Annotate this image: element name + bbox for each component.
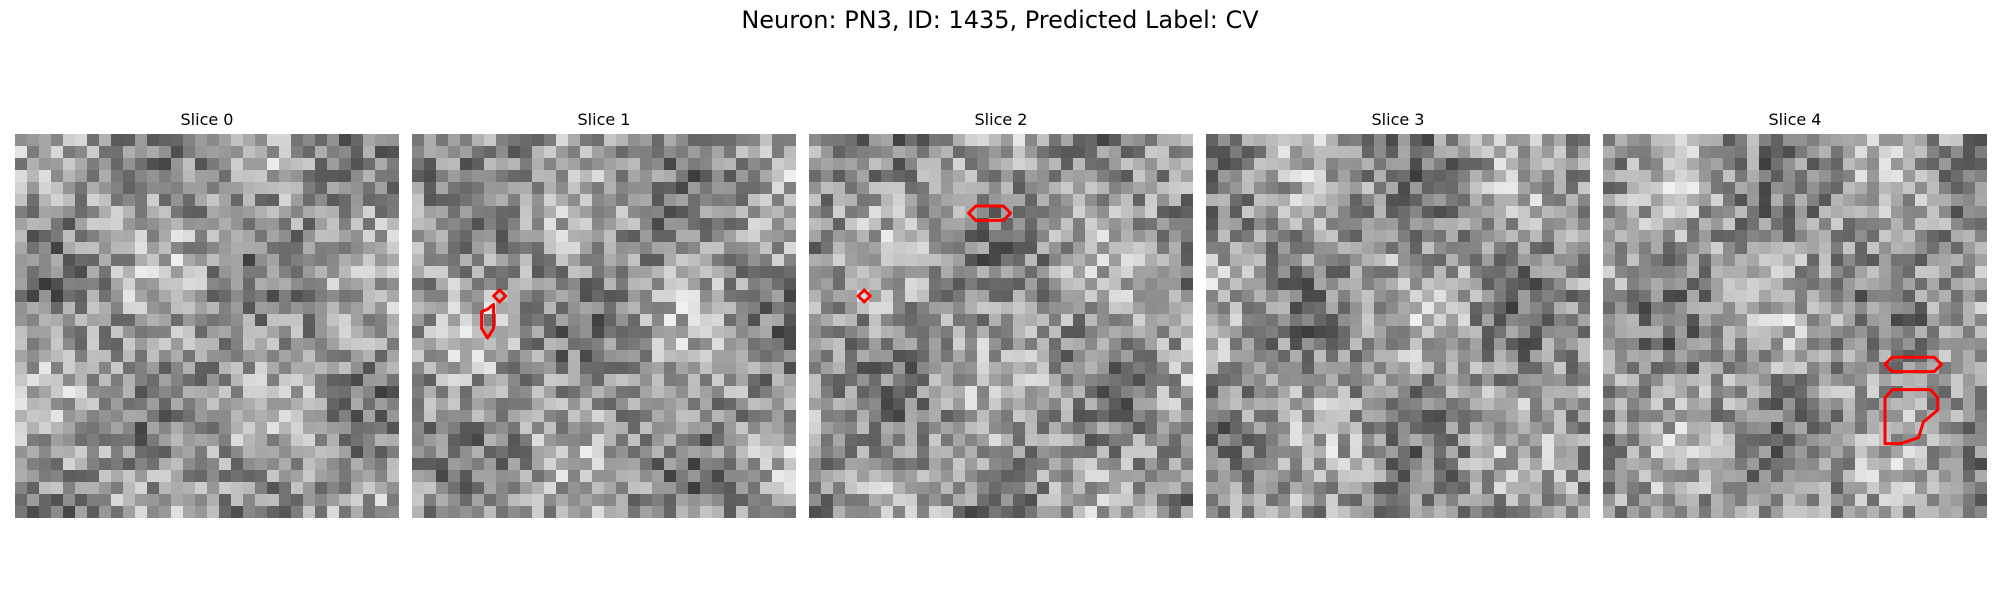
slice-3-title: Slice 3 xyxy=(1371,110,1425,129)
pixel-grid xyxy=(1206,134,1590,518)
slice-3-image xyxy=(1206,134,1590,518)
figure-title: Neuron: PN3, ID: 1435, Predicted Label: … xyxy=(741,6,1259,34)
contour-outline-1 xyxy=(856,288,872,304)
slice-2-title: Slice 2 xyxy=(974,110,1028,129)
contour-outline-0 xyxy=(492,288,508,304)
slice-0-image xyxy=(15,134,399,518)
slice-1-title: Slice 1 xyxy=(577,110,631,129)
contour-outline-1 xyxy=(1883,388,1940,446)
pixel-grid xyxy=(15,134,399,518)
slice-4-title: Slice 4 xyxy=(1768,110,1822,129)
slice-0-title: Slice 0 xyxy=(180,110,234,129)
slice-1-image xyxy=(412,134,796,518)
contour-outline-0 xyxy=(1883,355,1943,374)
contour-outline-1 xyxy=(480,302,496,340)
pixel-grid xyxy=(1603,134,1987,518)
slice-2-image xyxy=(809,134,1193,518)
pixel-grid xyxy=(412,134,796,518)
slice-4-image xyxy=(1603,134,1987,518)
pixel-grid xyxy=(809,134,1193,518)
contour-outline-0 xyxy=(967,204,1013,222)
